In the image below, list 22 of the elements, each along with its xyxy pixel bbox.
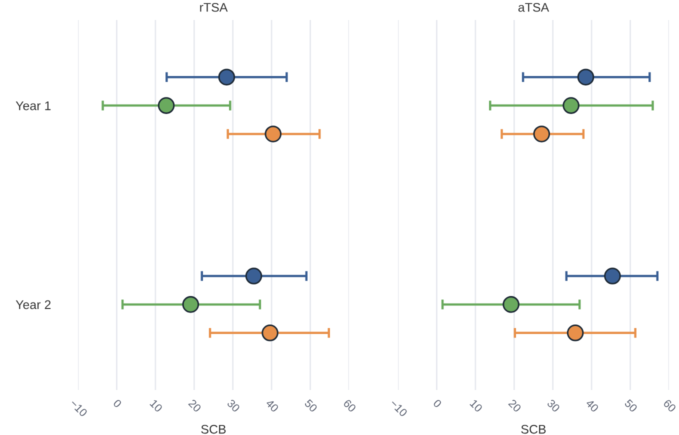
x-tick-label: 60 — [662, 398, 677, 413]
x-tick-label: 50 — [304, 398, 318, 413]
x-tick-label: 30 — [546, 398, 560, 413]
x-tick-label: 0 — [432, 398, 442, 408]
chart-title: rTSA — [200, 2, 228, 12]
x-tick-label: 60 — [342, 398, 357, 413]
x-tick-label: 0 — [112, 398, 122, 408]
x-tick-label: 20 — [508, 398, 522, 413]
x-tick-label: 40 — [585, 398, 600, 413]
x-tick-label: 10 — [150, 399, 163, 413]
chart-title: aTSA — [518, 2, 550, 12]
y-tick-label: Year 2 — [16, 300, 51, 310]
x-tick-label: 30 — [226, 398, 240, 413]
x-tick-label: −10 — [390, 398, 408, 418]
x-tick-label: −10 — [70, 398, 88, 418]
x-tick-label: 50 — [624, 398, 638, 413]
x-axis-title: SCB — [521, 424, 546, 434]
x-tick-label: 10 — [470, 399, 483, 413]
y-tick-label: Year 1 — [16, 101, 51, 110]
x-tick-label: 40 — [265, 398, 280, 413]
x-tick-label: 20 — [188, 398, 202, 413]
x-axis-title: SCB — [201, 424, 226, 434]
